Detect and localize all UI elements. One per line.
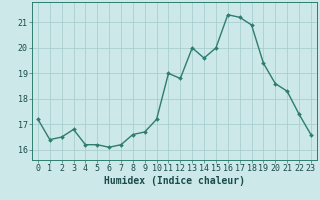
X-axis label: Humidex (Indice chaleur): Humidex (Indice chaleur) xyxy=(104,176,245,186)
